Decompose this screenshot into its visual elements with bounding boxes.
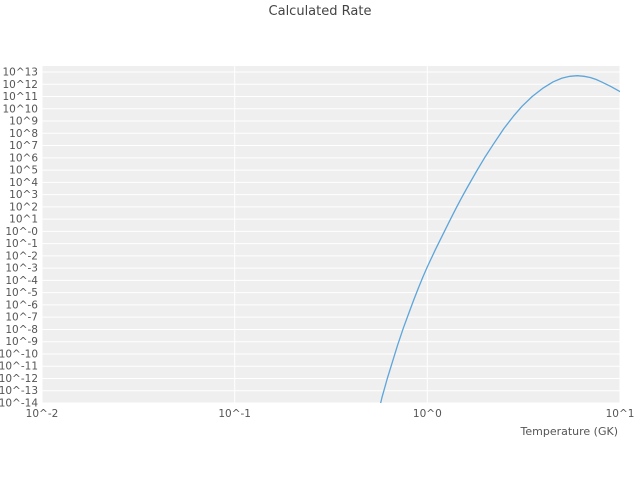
y-tick-label: 10^2 (9, 201, 38, 213)
y-tick-label: 10^-5 (5, 287, 38, 299)
y-tick-label: 10^12 (2, 79, 38, 91)
y-tick-label: 10^-9 (5, 336, 38, 348)
y-tick-label: 10^9 (9, 116, 38, 128)
y-tick-labels: 10^1310^1210^1110^1010^910^810^710^610^5… (0, 67, 38, 410)
y-tick-label: 10^-2 (5, 250, 38, 262)
y-tick-label: 10^-11 (0, 361, 38, 373)
y-tick-label: 10^1 (9, 214, 38, 226)
y-tick-label: 10^-14 (0, 398, 38, 410)
y-tick-label: 10^-4 (5, 275, 38, 287)
y-tick-label: 10^-6 (5, 299, 38, 311)
y-tick-label: 10^-13 (0, 385, 38, 397)
y-tick-label: 10^13 (2, 67, 38, 79)
y-tick-label: 10^8 (9, 128, 38, 140)
x-tick-label: 10^-1 (218, 408, 251, 420)
x-axis-label: Temperature (GK) (520, 425, 619, 438)
y-tick-label: 10^10 (2, 103, 38, 115)
y-tick-label: 10^-7 (5, 312, 38, 324)
x-tick-label: 10^1 (606, 408, 635, 420)
horizontal-gridlines (42, 71, 620, 404)
y-tick-label: 10^4 (9, 177, 38, 189)
y-tick-label: 10^11 (2, 91, 38, 103)
rate-curve (380, 75, 620, 403)
y-tick-label: 10^-1 (5, 238, 38, 250)
y-tick-label: 10^3 (9, 189, 38, 201)
plot-area-background (42, 66, 620, 403)
y-tick-label: 10^7 (9, 140, 38, 152)
y-tick-label: 10^6 (9, 152, 38, 164)
y-tick-label: 10^-3 (5, 263, 38, 275)
y-tick-label: 10^-8 (5, 324, 38, 336)
x-tick-label: 10^-2 (26, 408, 59, 420)
y-tick-label: 10^-12 (0, 373, 38, 385)
x-tick-labels: 10^-2 10^-1 10^0 10^1 (26, 408, 635, 420)
series-lines (380, 75, 620, 403)
x-tick-label: 10^0 (413, 408, 442, 420)
y-tick-label: 10^-0 (5, 226, 38, 238)
y-tick-label: 10^5 (9, 165, 38, 177)
chart-title: Calculated Rate (268, 4, 372, 19)
y-tick-label: 10^-10 (0, 348, 38, 360)
vertical-gridlines (41, 66, 621, 403)
